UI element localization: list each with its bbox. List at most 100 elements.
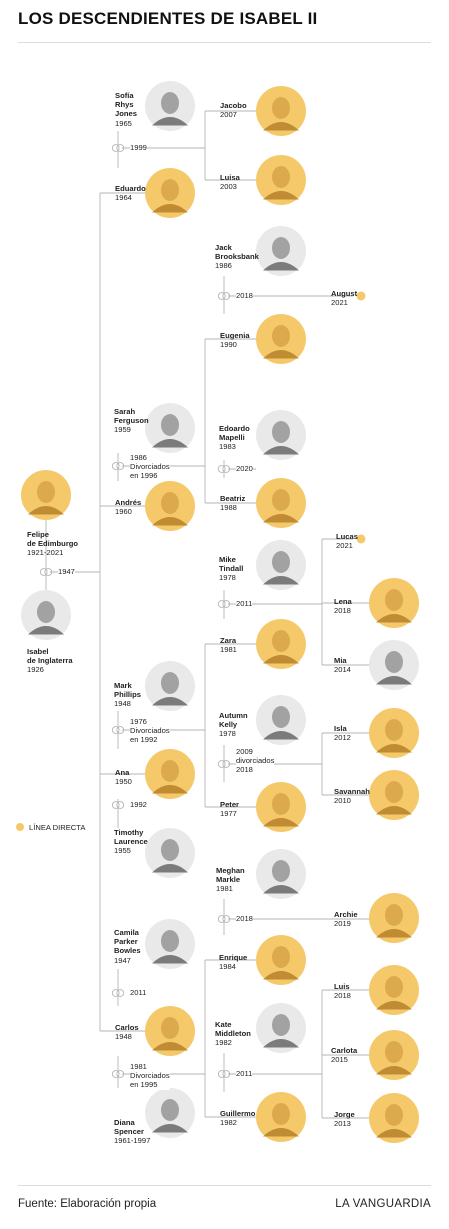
portrait-andres xyxy=(145,481,195,531)
page-title: LOS DESCENDIENTES DE ISABEL II xyxy=(18,9,318,28)
portrait-guillermo xyxy=(256,1092,306,1142)
portrait-enrique xyxy=(256,935,306,985)
person-label-carlos: Carlos 1948 xyxy=(115,1023,139,1041)
person-name: Jorge xyxy=(334,1110,355,1119)
portrait-mia xyxy=(369,640,419,690)
person-name: Camila Parker Bowles xyxy=(114,928,141,956)
portrait-kate xyxy=(256,1003,306,1053)
person-name: Zara xyxy=(220,636,237,645)
portrait-savannah xyxy=(369,770,419,820)
person-years: 2014 xyxy=(334,665,351,675)
portrait-mark xyxy=(145,661,195,711)
portrait-isabel xyxy=(21,590,71,640)
marriage-rings-icon xyxy=(111,726,125,734)
person-label-andres: Andrés 1960 xyxy=(115,498,141,516)
footer-brand: LA VANGUARDIA xyxy=(335,1198,431,1210)
person-years: 1926 xyxy=(27,665,44,675)
person-label-meghan: Meghan Markle 1981 xyxy=(216,866,245,894)
portrait-jorge xyxy=(369,1093,419,1143)
person-years: 2013 xyxy=(334,1119,351,1129)
person-years: 1961-1997 xyxy=(114,1136,151,1146)
union-year-label: 1999 xyxy=(130,143,147,153)
person-label-autumn: Autumn Kelly 1978 xyxy=(219,711,248,739)
portrait-sofia xyxy=(145,81,195,131)
person-name: Jack Brooksbank xyxy=(215,243,259,262)
person-name: Mark Phillips xyxy=(114,681,142,700)
portrait-meghan xyxy=(256,849,306,899)
portrait-carlos xyxy=(145,1006,195,1056)
person-label-jacobo: Jacobo 2007 xyxy=(220,101,247,119)
person-label-edoardo: Edoardo Mapelli 1983 xyxy=(219,424,250,452)
person-name: Mia xyxy=(334,656,347,665)
person-name: Carlota xyxy=(331,1046,358,1055)
person-name: Isabel de Inglaterra xyxy=(27,647,73,666)
person-years: 1947 xyxy=(114,955,131,965)
union-year-label: 1992 xyxy=(130,800,147,810)
person-name: Timothy Laurence xyxy=(114,828,148,847)
person-name: Luis xyxy=(334,982,350,991)
portrait-mike xyxy=(256,540,306,590)
person-years: 2015 xyxy=(331,1055,348,1065)
person-label-isla: Isla 2012 xyxy=(334,724,351,742)
portrait-jacobo xyxy=(256,86,306,136)
person-label-mark: Mark Phillips 1948 xyxy=(114,681,141,709)
person-years: 1978 xyxy=(219,729,236,739)
person-years: 1982 xyxy=(215,1038,232,1048)
person-label-jorge: Jorge 2013 xyxy=(334,1110,355,1128)
person-years: 1960 xyxy=(115,507,132,517)
person-label-sarah: Sarah Ferguson 1959 xyxy=(114,407,149,435)
portrait-camila xyxy=(145,919,195,969)
person-label-beatriz: Beatriz 1988 xyxy=(220,494,245,512)
person-years: 1955 xyxy=(114,846,131,856)
portrait-eugenia xyxy=(256,314,306,364)
union-year-label: 2018 xyxy=(236,291,253,301)
portrait-edoardo xyxy=(256,410,306,460)
person-label-eugenia: Eugenia 1990 xyxy=(220,331,250,349)
person-name: Edoardo Mapelli xyxy=(219,424,250,443)
union-year-label: 2011 xyxy=(130,988,147,998)
person-name: Lena xyxy=(334,597,352,606)
person-name: Guillermo xyxy=(220,1109,256,1118)
marriage-rings-icon xyxy=(39,568,53,576)
person-name: Lucas xyxy=(336,532,358,541)
marriage-rings-icon xyxy=(111,801,125,809)
person-label-jack: Jack Brooksbank 1986 xyxy=(215,243,259,271)
marriage-rings-icon xyxy=(111,1070,125,1078)
person-years: 1982 xyxy=(220,1118,237,1128)
marriage-rings-icon xyxy=(217,292,231,300)
portrait-ana xyxy=(145,749,195,799)
person-name: Beatriz xyxy=(220,494,246,503)
marriage-rings-icon xyxy=(217,600,231,608)
person-years: 1978 xyxy=(219,573,236,583)
person-years: 1964 xyxy=(115,193,132,203)
marriage-rings-icon xyxy=(217,1070,231,1078)
person-years: 1986 xyxy=(215,261,232,271)
person-name: Sarah Ferguson xyxy=(114,407,149,426)
person-years: 2018 xyxy=(334,991,351,1001)
footer-source: Fuente: Elaboración propia xyxy=(18,1198,157,1210)
union-year-label: 2018 xyxy=(236,914,253,924)
person-name: Felipe de Edimburgo xyxy=(27,530,79,549)
person-label-mia: Mia 2014 xyxy=(334,656,351,674)
person-label-diana: Diana Spencer 1961-1997 xyxy=(114,1118,150,1146)
portrait-timothy xyxy=(145,828,195,878)
person-label-carlota: Carlota 2015 xyxy=(331,1046,357,1064)
person-label-ana: Ana 1950 xyxy=(115,768,132,786)
person-label-sofia: Sofía Rhys Jones 1965 xyxy=(115,91,137,128)
union-year-label: 2009 divorciados 2018 xyxy=(236,747,275,775)
marriage-rings-icon xyxy=(217,465,231,473)
portrait-beatriz xyxy=(256,478,306,528)
person-name: Luisa xyxy=(220,173,240,182)
marriage-rings-icon xyxy=(111,144,125,152)
person-name: Meghan Markle xyxy=(216,866,245,885)
person-label-mike: Mike Tindall 1978 xyxy=(219,555,243,583)
person-name: Enrique xyxy=(219,953,248,962)
person-name: Carlos xyxy=(115,1023,139,1032)
portrait-autumn xyxy=(256,695,306,745)
marriage-rings-icon xyxy=(217,915,231,923)
person-years: 1977 xyxy=(220,809,237,819)
newborn-dot-lucas xyxy=(356,534,366,544)
portrait-sarah xyxy=(145,403,195,453)
person-years: 1948 xyxy=(115,1032,132,1042)
person-name: Mike Tindall xyxy=(219,555,244,574)
